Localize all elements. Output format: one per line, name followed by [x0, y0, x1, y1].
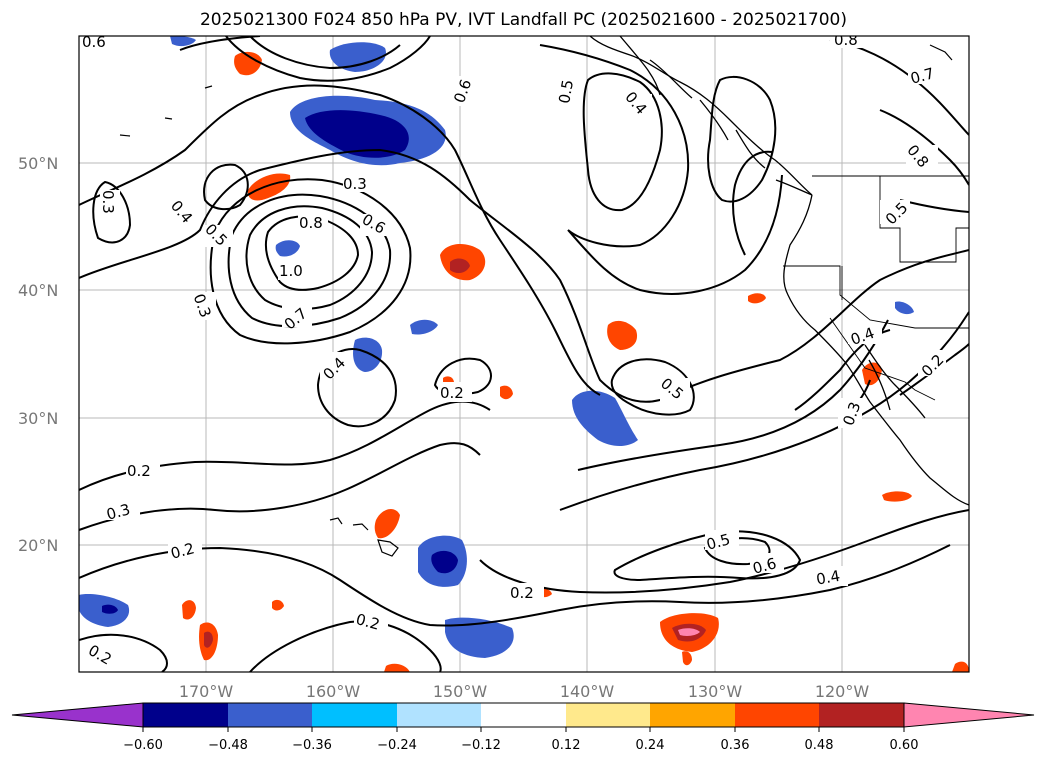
pv-negative-core — [305, 110, 409, 158]
lat-label: 30°N — [18, 409, 58, 428]
pv-positive-area — [952, 661, 969, 672]
pv-negative-area — [895, 301, 914, 315]
colorbar-swatch — [650, 703, 735, 727]
pv-positive-area — [234, 51, 262, 76]
map-frame — [78, 35, 970, 673]
colorbar-swatch — [481, 703, 566, 727]
contour-label: 0.8 — [299, 214, 323, 232]
pv-positive-core — [450, 258, 470, 274]
colorbar-tick-label: 0.12 — [552, 738, 581, 753]
contour-label: 0.2 — [510, 584, 534, 602]
contour-label: 0.2 — [354, 610, 382, 634]
contour-label: 1.0 — [279, 262, 303, 280]
lon-label: 170°W — [179, 682, 234, 701]
pv-positive-area — [247, 173, 291, 201]
pv-negative-area — [329, 42, 386, 72]
colorbar-tick-label: −0.24 — [377, 738, 417, 753]
pv-positive-area — [882, 491, 912, 502]
colorbar-max-extension — [903, 702, 1035, 728]
contour-label: 0.7 — [908, 64, 936, 88]
lon-label: 130°W — [688, 682, 743, 701]
colorbar-swatch — [228, 703, 312, 727]
lon-label: 150°W — [433, 682, 488, 701]
pv-negative-area — [410, 319, 438, 335]
colorbar-tick-label: 0.48 — [805, 738, 834, 753]
contour-label: 0.2 — [127, 462, 151, 480]
lon-label: 140°W — [560, 682, 615, 701]
pv-positive-area — [682, 651, 692, 666]
colorbar-swatch — [312, 703, 397, 727]
colorbar-tick-label: 0.60 — [890, 738, 919, 753]
colorbar-min-extension — [11, 702, 144, 728]
colorbar-swatch — [819, 703, 904, 727]
latitude-labels: 50°N 40°N 30°N 20°N — [18, 154, 58, 555]
colorbar-swatch — [566, 703, 650, 727]
map-title: 2025021300 F024 850 hPa PV, IVT Landfall… — [199, 10, 847, 30]
pv-positive-area — [607, 320, 638, 350]
lat-label: 20°N — [18, 536, 58, 555]
pv-negative-area — [445, 617, 514, 658]
pv-negative-area — [275, 240, 300, 257]
contour-label: 0.3 — [104, 500, 132, 524]
pv-positive-area — [500, 385, 513, 400]
islands — [119, 44, 953, 557]
lon-label: 120°W — [815, 682, 870, 701]
colorbar-tick-label: −0.12 — [461, 738, 501, 753]
colorbar: −0.60 −0.48 −0.36 −0.24 −0.12 0.12 0.24 … — [11, 702, 1035, 753]
contour-label: 0.5 — [704, 530, 732, 554]
pv-positive-core — [204, 631, 213, 648]
colorbar-tick-label: −0.48 — [208, 738, 248, 753]
contour-label: 0.2 — [169, 539, 197, 563]
pv-negative-area — [572, 390, 638, 446]
pv-negative-core — [431, 550, 458, 574]
political-borders — [783, 175, 969, 401]
colorbar-tick-label: −0.36 — [292, 738, 332, 753]
colorbar-swatch — [735, 703, 819, 727]
pv-positive-peak — [678, 628, 700, 636]
pv-shading — [79, 36, 969, 672]
contour-label: 0.3 — [343, 175, 367, 193]
pv-negative-core — [102, 604, 118, 614]
lon-label: 160°W — [306, 682, 361, 701]
pv-positive-area — [384, 663, 410, 672]
pv-negative-area — [170, 36, 196, 47]
colorbar-tick-label: 0.24 — [636, 738, 665, 753]
pv-negative-area — [353, 337, 383, 372]
contour-label: 0.2 — [440, 384, 464, 402]
contour-label: 0.8 — [834, 31, 858, 49]
pv-positive-area — [748, 293, 766, 304]
colorbar-swatch — [143, 703, 228, 727]
pv-positive-area — [272, 599, 284, 611]
contour-label: 0.4 — [815, 567, 842, 589]
pv-positive-area — [374, 508, 400, 539]
colorbar-tick-label: 0.36 — [721, 738, 750, 753]
contour-label: 0.6 — [82, 33, 106, 51]
longitude-labels: 170°W 160°W 150°W 140°W 130°W 120°W — [179, 682, 870, 701]
lat-label: 50°N — [18, 154, 58, 173]
colorbar-tick-label: −0.60 — [123, 738, 163, 753]
lat-label: 40°N — [18, 281, 58, 300]
contour-label: 0.6 — [751, 554, 779, 578]
pv-positive-area — [182, 600, 196, 620]
contour-label: 0.5 — [555, 78, 577, 105]
coastlines — [589, 36, 969, 506]
pv-positive-area — [862, 362, 882, 386]
contour-label: 0.3 — [99, 190, 117, 214]
colorbar-swatch — [397, 703, 481, 727]
